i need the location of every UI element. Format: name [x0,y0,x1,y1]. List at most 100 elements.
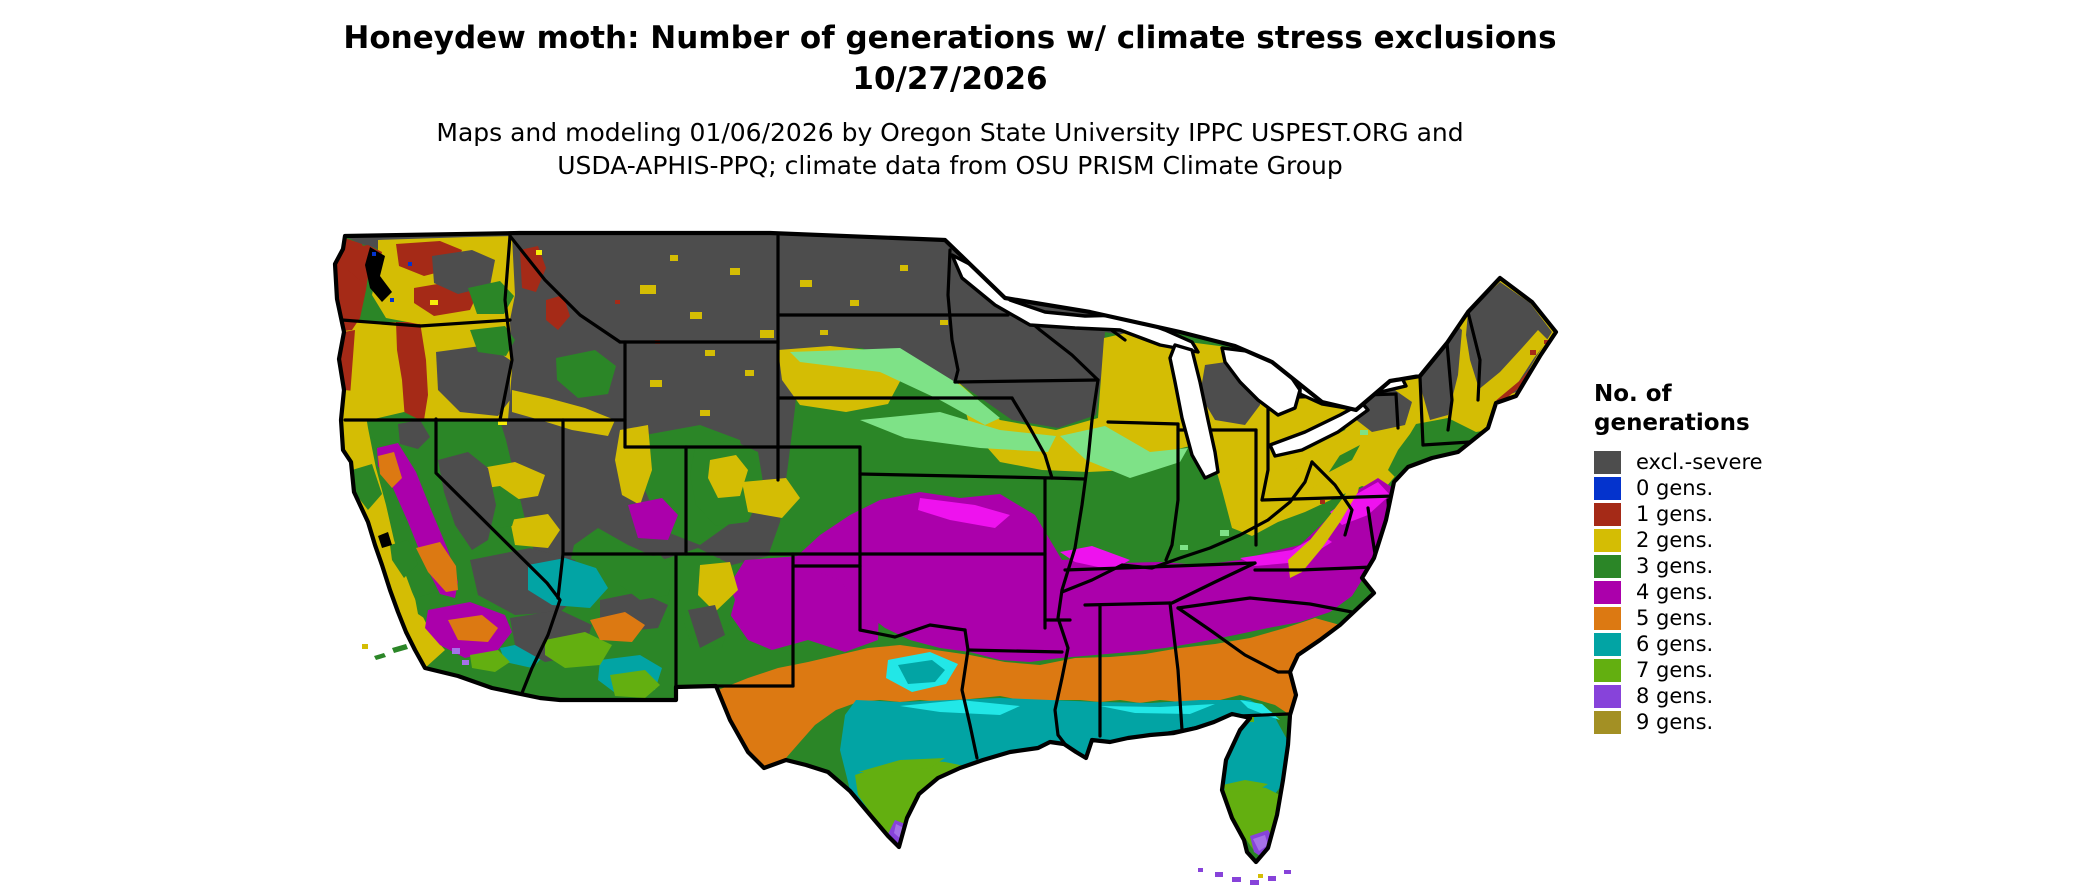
patch-ca-coast-green2 [390,540,418,578]
legend-item-3-gens: 3 gens. [1594,553,1763,579]
patch-oregon-coast-red [339,330,355,420]
patch-ne-oregon-green [470,326,515,356]
patch-nevada-gold2 [510,514,560,548]
patch-san-joaquin-orange [416,542,458,592]
patch-south-utah-magenta [628,498,678,540]
fringe-nebraska-mint [860,412,1056,452]
map-title-date: 10/27/2026 [852,61,1048,97]
legend-swatch-2-gens [1594,528,1621,552]
legend-label-6-gens: 6 gens. [1636,632,1714,656]
puget-sound-water [365,247,392,302]
legend-label-excl-severe: excl.-severe [1636,450,1763,474]
legend-swatch-8-gens [1594,684,1621,708]
patch-hill-country-teal [898,660,945,684]
patch-washington-gray [432,250,495,294]
lake-michigan [1168,343,1220,480]
patch-oregon-red [396,322,428,420]
legend-item-1-gens: 1 gens. [1594,501,1763,527]
patch-maine-gray [1466,282,1552,400]
florida-keys [362,644,1291,885]
band-5-gens [718,618,1340,766]
patch-shasta-gray [398,420,430,449]
legend-item-excl-severe: excl.-severe [1594,449,1763,475]
legend-item-0-gens: 0 gens. [1594,475,1763,501]
patch-az-chartreuse2 [610,670,660,698]
legend-label-9-gens: 9 gens. [1636,710,1714,734]
legend-label-1-gens: 1 gens. [1636,502,1714,526]
legend-item-4-gens: 4 gens. [1594,579,1763,605]
band-7-gens-texas [855,760,1005,850]
patch-socal-orange [448,615,498,642]
patch-snake-plain-gold [512,390,615,436]
fringe-bmag-mo [1060,546,1130,570]
legend-swatch-5-gens [1594,606,1621,630]
legend-label-0-gens: 0 gens. [1636,476,1714,500]
legend-swatch-6-gens [1594,632,1621,656]
legend-swatch-excl-severe [1594,450,1621,474]
fringe-cyan-tx [900,700,1020,715]
patch-east-oregon-gray [436,345,510,416]
map-subtitle: Maps and modeling 01/06/2026 by Oregon S… [150,116,1750,182]
legend-swatch-3-gens [1594,554,1621,578]
fringe-bmag-ks [918,498,1010,528]
florida-keys-dots [1198,868,1291,885]
legend-item-7-gens: 7 gens. [1594,657,1763,683]
patch-az-teal1 [528,558,608,608]
patch-maine-coast-gold [1478,330,1548,402]
lake-erie [1268,401,1370,458]
patch-idaho-red2 [546,295,570,330]
patch-california-coast-gold [342,390,445,668]
patch-az-green [620,555,676,600]
fringe-wi-il-mint [1060,426,1188,478]
legend-rows: excl.-severe 0 gens. 1 gens. 2 gens. 3 g… [1594,449,1763,735]
patch-sierra-gray [438,452,496,550]
legend-swatch-7-gens [1594,658,1621,682]
patch-az-orange [590,612,645,642]
patch-nm-gray [688,605,725,648]
lake-superior [950,253,1200,354]
patch-socal-chartreuse [470,650,510,672]
legend-title: No. of generations [1594,380,1763,438]
conus-outline [332,230,1559,865]
header: Honeydew moth: Number of generations w/ … [150,18,1750,182]
raster-speckles [372,250,1549,550]
patch-socal-lavender2 [462,660,469,665]
patch-nm-gold [698,562,738,612]
legend-item-8-gens: 8 gens. [1594,683,1763,709]
fringe-chartreuse-fl [1218,780,1268,792]
patch-ks-co-gold [742,478,800,518]
map-subtitle-line2: USDA-APHIS-PPQ; climate data from OSU PR… [557,151,1343,180]
legend-item-9-gens: 9 gens. [1594,709,1763,735]
patch-sacramento-orange [378,452,402,488]
legend-label-4-gens: 4 gens. [1636,580,1714,604]
legend-title-line2: generations [1594,410,1750,436]
legend-label-5-gens: 5 gens. [1636,606,1714,630]
legend-label-8-gens: 8 gens. [1636,684,1714,708]
fringe-chartreuse-tx [858,758,945,772]
map-subtitle-line1: Maps and modeling 01/06/2026 by Oregon S… [436,118,1464,147]
legend-item-6-gens: 6 gens. [1594,631,1763,657]
patch-az-chartreuse1 [545,632,612,668]
legend-swatch-9-gens [1594,710,1621,734]
sf-bay-water [378,532,392,548]
fringe-lavender-fl [1253,835,1268,851]
legend-item-5-gens: 5 gens. [1594,605,1763,631]
legend-label-3-gens: 3 gens. [1636,554,1714,578]
legend-item-2-gens: 2 gens. [1594,527,1763,553]
fringe-cyan-gulf [1100,704,1215,714]
patch-washington-green [468,281,514,314]
legend-title-line1: No. of [1594,381,1672,407]
patch-socal-lavender1 [452,648,460,654]
fringe-bmag-chesapeake [1330,482,1390,525]
map-title-line1: Honeydew moth: Number of generations w/ … [343,20,1557,56]
fringe-dakotas-mint [790,348,1000,425]
patch-idaho-green [556,350,616,398]
legend-label-2-gens: 2 gens. [1636,528,1714,552]
legend-swatch-0-gens [1594,476,1621,500]
legend-label-7-gens: 7 gens. [1636,658,1714,682]
patch-ca-coast-green1 [352,464,382,510]
legend-swatch-4-gens [1594,580,1621,604]
